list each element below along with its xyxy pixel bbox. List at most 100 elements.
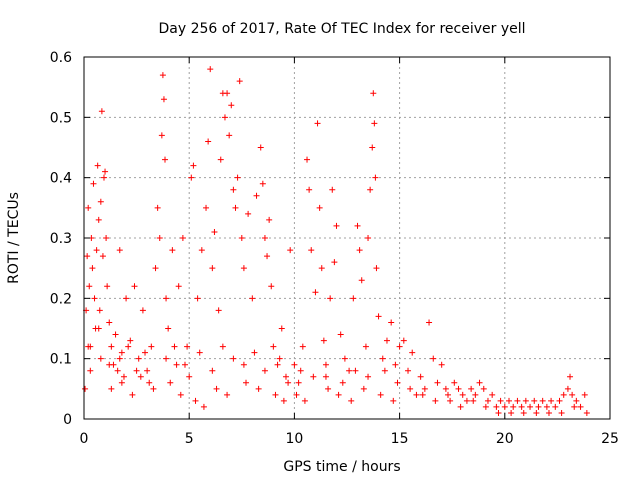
- data-point: [293, 391, 300, 398]
- data-point: [278, 325, 285, 332]
- data-point: [217, 156, 224, 163]
- data-point: [497, 397, 504, 404]
- data-point: [207, 66, 214, 73]
- data-point: [125, 343, 132, 350]
- data-point: [163, 295, 170, 302]
- data-point: [158, 132, 165, 139]
- data-point: [365, 235, 372, 241]
- data-point: [226, 132, 233, 139]
- data-point: [108, 343, 115, 350]
- data-point: [137, 373, 144, 380]
- data-point: [390, 397, 397, 404]
- data-point: [312, 289, 319, 296]
- data-point: [508, 409, 515, 416]
- data-point: [426, 319, 433, 326]
- data-point: [438, 361, 445, 368]
- y-tick-labels: 0 0.1 0.2 0.3 0.4 0.5 0.6: [50, 50, 72, 428]
- data-point: [358, 277, 365, 284]
- data-point: [230, 355, 237, 362]
- data-point: [261, 235, 268, 241]
- data-point: [123, 295, 130, 302]
- data-point: [213, 385, 220, 392]
- data-point: [539, 397, 546, 404]
- y-tick-label: 0: [63, 412, 72, 428]
- data-point: [451, 379, 458, 386]
- x-tick-label: 5: [185, 431, 194, 447]
- y-tick-label: 0.2: [50, 291, 72, 307]
- data-point: [97, 198, 104, 205]
- data-point: [459, 391, 466, 398]
- data-point: [175, 283, 182, 290]
- data-point: [163, 355, 170, 362]
- data-point: [203, 204, 210, 211]
- data-point: [356, 247, 363, 254]
- x-axis-title: GPS time / hours: [283, 459, 400, 475]
- x-tick-label: 20: [496, 431, 514, 447]
- data-point: [120, 373, 127, 380]
- data-point: [447, 397, 454, 404]
- data-point: [432, 397, 439, 404]
- data-point: [186, 373, 193, 380]
- data-point: [367, 186, 374, 193]
- x-tick-label: 15: [391, 431, 409, 447]
- data-point: [93, 247, 100, 254]
- data-point: [276, 355, 283, 362]
- data-point: [179, 235, 186, 241]
- data-point: [127, 337, 134, 344]
- data-point: [285, 379, 292, 386]
- data-point: [548, 397, 555, 404]
- data-point: [370, 90, 377, 97]
- data-point: [282, 373, 289, 380]
- data-point: [266, 216, 273, 223]
- data-point: [297, 367, 304, 374]
- data-point: [194, 295, 201, 302]
- data-point: [116, 355, 123, 362]
- data-point: [159, 72, 166, 79]
- data-point: [335, 391, 342, 398]
- data-point: [173, 361, 180, 368]
- data-point: [280, 397, 287, 404]
- data-point: [489, 391, 496, 398]
- data-point: [162, 156, 169, 163]
- data-point: [381, 367, 388, 374]
- data-point: [350, 295, 357, 302]
- data-point: [308, 247, 315, 254]
- data-point: [261, 367, 268, 374]
- data-point: [482, 403, 489, 410]
- data-point: [329, 186, 336, 193]
- data-point: [135, 355, 142, 362]
- data-point: [196, 349, 203, 356]
- data-point: [434, 379, 441, 386]
- y-tick-label: 0.1: [50, 352, 72, 368]
- chart-title: Day 256 of 2017, Rate Of TEC Index for r…: [158, 21, 525, 37]
- data-point: [211, 228, 218, 235]
- data-point: [375, 313, 382, 320]
- data-point: [104, 283, 111, 290]
- data-point: [476, 379, 483, 386]
- data-point: [85, 343, 92, 350]
- data-point: [245, 210, 252, 217]
- data-point: [274, 361, 281, 368]
- data-point: [150, 385, 157, 392]
- data-point: [583, 409, 590, 416]
- y-tick-label: 0.5: [50, 110, 72, 126]
- data-point: [270, 343, 277, 350]
- data-point: [531, 397, 538, 404]
- data-point: [484, 397, 491, 404]
- data-point: [407, 385, 414, 392]
- data-point: [354, 222, 361, 229]
- data-point: [219, 343, 226, 350]
- data-point: [118, 379, 125, 386]
- gridlines: [84, 57, 610, 419]
- data-point: [165, 325, 172, 332]
- data-point: [413, 391, 420, 398]
- data-point: [327, 295, 334, 302]
- data-point: [316, 204, 323, 211]
- data-point: [240, 265, 247, 272]
- data-point: [142, 349, 149, 356]
- data-point: [184, 343, 191, 350]
- data-point: [306, 186, 313, 193]
- data-point: [560, 391, 567, 398]
- data-point: [470, 397, 477, 404]
